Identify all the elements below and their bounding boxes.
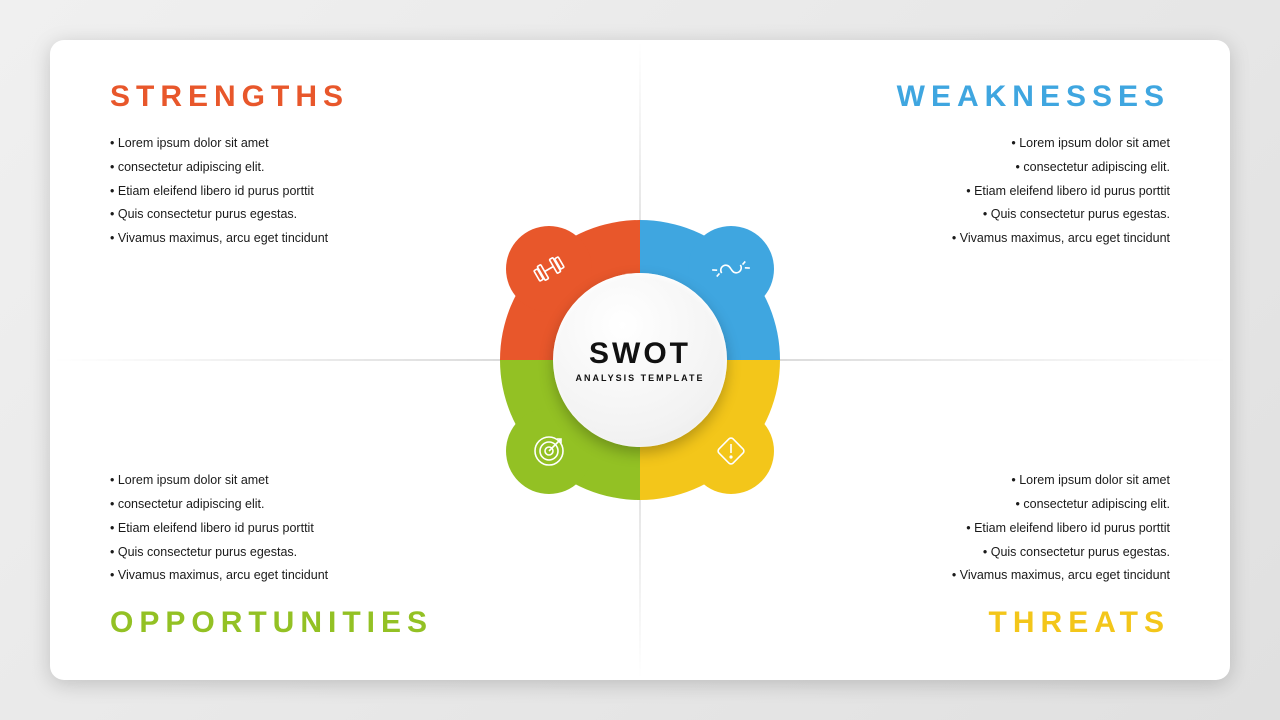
list-item: Lorem ipsum dolor sit amet	[110, 132, 580, 156]
list-item: consectetur adipiscing elit.	[700, 156, 1170, 180]
list-item: Quis consectetur purus egestas.	[110, 541, 580, 565]
list-item: Vivamus maximus, arcu eget tincidunt	[110, 564, 580, 588]
list-item: Etiam eleifend libero id purus porttit	[110, 180, 580, 204]
list-item: Vivamus maximus, arcu eget tincidunt	[700, 564, 1170, 588]
list-item: Quis consectetur purus egestas.	[700, 541, 1170, 565]
list-item: consectetur adipiscing elit.	[110, 156, 580, 180]
weaknesses-title: WEAKNESSES	[700, 80, 1170, 114]
list-item: Etiam eleifend libero id purus porttit	[700, 517, 1170, 541]
list-item: Etiam eleifend libero id purus porttit	[700, 180, 1170, 204]
center-subtitle: ANALYSIS TEMPLATE	[575, 373, 704, 383]
center-circle: SWOT ANALYSIS TEMPLATE	[553, 273, 727, 447]
list-item: Lorem ipsum dolor sit amet	[700, 132, 1170, 156]
slide-card: STRENGTHS Lorem ipsum dolor sit amet con…	[50, 40, 1230, 680]
list-item: Etiam eleifend libero id purus porttit	[110, 517, 580, 541]
threats-title: THREATS	[700, 606, 1170, 640]
opportunities-title: OPPORTUNITIES	[110, 606, 580, 640]
strengths-title: STRENGTHS	[110, 80, 580, 114]
center-graphic: SWOT ANALYSIS TEMPLATE	[500, 220, 780, 500]
center-title: SWOT	[589, 337, 691, 371]
